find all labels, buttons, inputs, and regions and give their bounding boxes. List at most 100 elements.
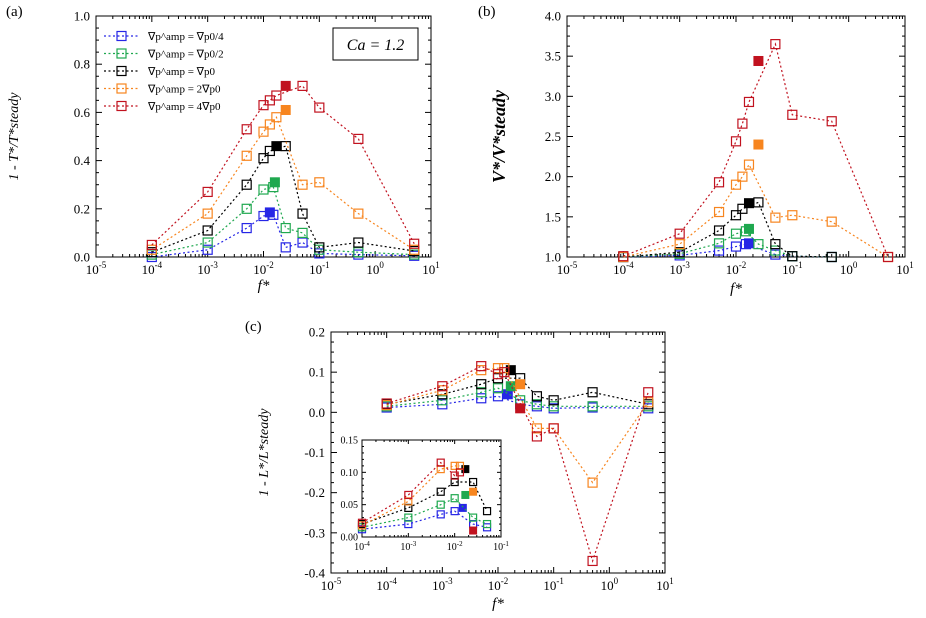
legend-entry-green: ∇p^amp = ∇p0/2 (147, 49, 224, 61)
y-tick-label: 1.0 (545, 250, 561, 265)
point-red (499, 367, 510, 378)
x-tick-label: 100 (366, 260, 384, 277)
point-red (404, 490, 413, 500)
point-orange (271, 112, 282, 123)
filled-point-orange (515, 379, 526, 390)
point-red (409, 238, 420, 249)
y-tick-label: 0.2 (309, 325, 325, 340)
point-orange (241, 150, 252, 161)
series-line-red (623, 42, 889, 258)
point-red (770, 39, 781, 50)
x-tick-label: 10-5 (321, 576, 342, 593)
point-red (314, 102, 325, 113)
point-red (381, 398, 392, 409)
legend-entry-red: ∇p^amp = 4∇p0 (147, 101, 221, 113)
y-tick-label: -0.4 (304, 566, 325, 581)
point-green (436, 500, 445, 509)
point-red (437, 381, 448, 392)
point-red (357, 518, 367, 527)
point-black (353, 237, 364, 248)
point-black (548, 395, 559, 406)
point-red (643, 387, 654, 398)
series-line-black (361, 481, 488, 525)
series-line-blue (151, 214, 415, 258)
x-tick-label: 10-2 (488, 576, 509, 593)
point-green (437, 395, 448, 406)
point-orange (737, 171, 748, 182)
point-red (531, 431, 543, 442)
point-black (787, 251, 798, 262)
point-red (146, 239, 157, 251)
point-orange (314, 177, 325, 188)
y-tick-label: -0.2 (304, 485, 325, 500)
x-tick-label: 10-4 (376, 576, 397, 593)
point-orange (353, 208, 364, 219)
x-tick-label: 10-1 (782, 260, 803, 277)
series-line-black (151, 145, 415, 253)
point-red (674, 228, 685, 239)
point-orange (674, 239, 685, 250)
point-blue (730, 241, 742, 252)
point-blue (280, 242, 291, 253)
x-tick-label: 10-5 (557, 260, 578, 277)
point-red (737, 118, 748, 129)
point-green (531, 399, 543, 410)
x-tick-label: 10-2 (253, 260, 274, 277)
x-axis-label: f* (258, 278, 270, 294)
x-tick-label: 10-2 (447, 540, 463, 553)
point-red (787, 109, 798, 120)
point-red (241, 124, 252, 135)
point-red (455, 468, 465, 477)
point-green (469, 513, 478, 522)
point-orange (643, 397, 654, 408)
x-tick-label: 10-1 (543, 576, 564, 593)
series-line-red (151, 85, 415, 246)
point-black (476, 379, 487, 390)
point-black (482, 507, 492, 516)
x-tick-label: 10-1 (309, 260, 330, 277)
point-green (730, 228, 742, 239)
point-blue (436, 510, 445, 519)
filled-point-orange (753, 139, 764, 150)
point-orange (770, 212, 781, 223)
point-black (674, 247, 685, 258)
y-tick-label: 4.0 (545, 9, 561, 24)
point-green (713, 238, 725, 249)
point-green (770, 245, 781, 256)
series-line-black (386, 377, 649, 405)
legend-entry-black: ∇p^amp = ∇p0 (147, 66, 216, 78)
point-red (713, 177, 725, 188)
legend-marker-blue (116, 30, 127, 42)
x-tick-label: 101 (656, 576, 674, 593)
filled-point-green (743, 223, 754, 234)
point-black (202, 225, 213, 236)
x-axis-label: f* (730, 281, 742, 297)
x-axis-label: f* (492, 596, 504, 612)
y-tick-label: 1.5 (545, 209, 561, 224)
x-tick-label: 10-1 (493, 540, 509, 553)
point-red (271, 90, 282, 101)
point-red (492, 369, 504, 380)
y-tick-label: 0.00 (341, 533, 359, 544)
point-orange (826, 216, 837, 227)
filled-point-orange (280, 104, 291, 115)
point-red (436, 458, 445, 467)
y-tick-label: 3.5 (545, 49, 561, 64)
panel-a: 10-5 10-4 10-3 10-2 10-1 100 101 0.0 0.2 0.4 0.6 0.… (6, 4, 440, 294)
point-black (737, 203, 748, 214)
panel-label: (c) (245, 319, 262, 335)
point-green (280, 222, 291, 234)
point-blue (492, 391, 504, 402)
point-green (404, 513, 413, 522)
point-black (314, 242, 325, 253)
legend-entry-blue: ∇p^amp = ∇p0/4 (147, 31, 224, 43)
point-orange (264, 119, 275, 130)
panel-c-inset: 10-4 10-3 10-2 10-1 0.00 0.05 0.10 0.15 (341, 436, 510, 554)
y-tick-label: 0.6 (74, 105, 91, 120)
y-tick-label: 0.0 (74, 250, 90, 265)
y-tick-label: 0.0 (309, 405, 325, 420)
point-black (531, 391, 543, 402)
x-tick-label: 10-4 (142, 260, 163, 277)
panel-label: (b) (478, 4, 496, 20)
y-tick-label: 2.0 (545, 169, 561, 184)
